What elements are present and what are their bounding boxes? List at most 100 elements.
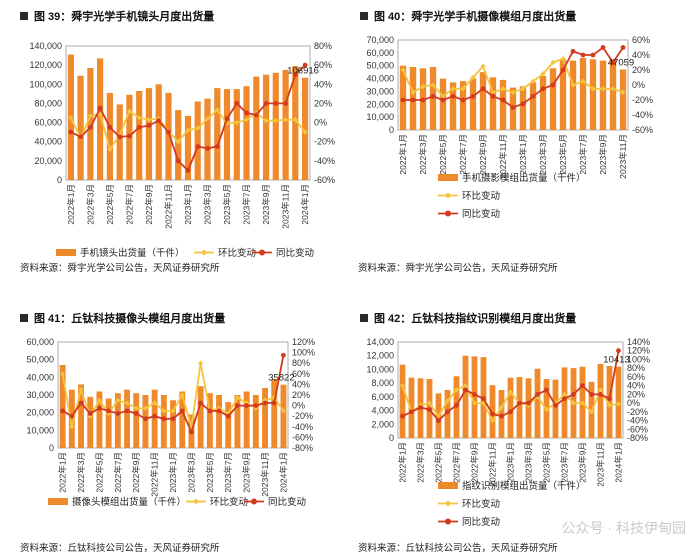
x-tick-label: 2022年7月 xyxy=(124,184,134,225)
mom-point xyxy=(96,397,102,403)
y-left-tick-label: 50,000 xyxy=(366,61,394,71)
yoy-point xyxy=(244,403,250,408)
x-tick-label: 2023年11月 xyxy=(618,134,628,179)
data-bar xyxy=(525,378,532,438)
data-bar xyxy=(133,393,140,448)
mom-point xyxy=(480,63,486,69)
yoy-point xyxy=(472,392,477,397)
title-marker-icon xyxy=(20,314,28,322)
yoy-point xyxy=(620,45,626,50)
data-bar xyxy=(184,115,192,180)
x-tick-label: 2022年9月 xyxy=(470,442,480,483)
data-bar xyxy=(579,58,587,130)
legend-swatch-bar xyxy=(56,249,76,256)
data-bar xyxy=(292,66,299,180)
yoy-point xyxy=(253,112,259,118)
x-tick-label: 2022年1月 xyxy=(58,452,68,493)
yoy-point xyxy=(143,416,148,422)
data-bar xyxy=(160,395,167,448)
legend-marker xyxy=(201,249,207,256)
source-note: 资料来源：舜宇光学公司公告，天风证券研究所 xyxy=(20,263,220,274)
x-tick-label: 2022年1月 xyxy=(398,134,408,175)
data-bar xyxy=(272,72,279,180)
yoy-point xyxy=(418,405,423,410)
yoy-point xyxy=(205,146,210,151)
yoy-point xyxy=(616,348,621,354)
yoy-point xyxy=(570,48,576,54)
data-bar xyxy=(151,389,158,448)
y-right-tick-label: 0% xyxy=(632,80,645,90)
chart-svg: 0 10,000 20,000 30,000 40,000 50,000 60,000 -80… xyxy=(26,337,315,508)
y-right-tick-label: -20% xyxy=(314,137,335,147)
chart-title-text: 图 42：丘钛科技指纹识别模组月度出货量 xyxy=(374,313,577,325)
last-value-label: 10413 xyxy=(603,355,629,366)
yoy-point xyxy=(420,97,426,103)
mom-point xyxy=(588,409,595,415)
x-tick-label: 2024年1月 xyxy=(278,452,288,493)
data-bar xyxy=(233,89,240,180)
yoy-point xyxy=(97,105,103,111)
y-right-tick-label: 40% xyxy=(627,381,645,391)
legend-label: 环比变动 xyxy=(218,247,256,259)
legend-label: 环比变动 xyxy=(462,190,500,202)
y-right-tick-label: 60% xyxy=(292,369,310,379)
x-tick-label: 2023年9月 xyxy=(578,442,588,483)
data-bar xyxy=(599,60,607,130)
mom-point xyxy=(420,83,426,90)
yoy-point xyxy=(410,97,416,103)
mom-point xyxy=(214,107,220,113)
yoy-point xyxy=(540,86,546,92)
mom-point xyxy=(570,82,576,88)
legend-label: 环比变动 xyxy=(462,498,500,510)
mom-point xyxy=(600,86,606,92)
data-bar xyxy=(175,110,182,180)
y-right-tick-label: -60% xyxy=(314,175,335,185)
x-tick-label: 2023年9月 xyxy=(242,452,252,493)
x-tick-label: 2022年7月 xyxy=(458,134,468,175)
legend-marker xyxy=(445,210,451,217)
legend-swatch-bar xyxy=(48,498,68,505)
x-tick-label: 2023年5月 xyxy=(205,452,215,493)
y-right-tick-label: -80% xyxy=(627,433,648,443)
yoy-point xyxy=(427,407,432,412)
mom-point xyxy=(490,89,496,96)
yoy-point xyxy=(207,408,213,414)
mom-point xyxy=(179,392,185,398)
mom-point xyxy=(450,86,456,92)
data-bar xyxy=(499,79,507,130)
yoy-point xyxy=(133,411,139,416)
mom-point xyxy=(302,129,308,135)
yoy-point xyxy=(175,158,181,164)
legend-marker xyxy=(445,192,451,199)
yoy-point xyxy=(189,429,194,435)
mom-point xyxy=(136,115,142,121)
yoy-point xyxy=(607,396,612,402)
y-right-tick-label: -40% xyxy=(627,416,648,426)
data-bar xyxy=(59,365,66,448)
y-left-tick-label: 0 xyxy=(389,125,394,135)
yoy-point xyxy=(436,418,441,423)
data-bar xyxy=(216,395,222,448)
data-bar xyxy=(145,88,152,180)
yoy-point xyxy=(224,116,230,122)
yoy-point xyxy=(550,82,556,88)
title-marker-icon xyxy=(360,314,368,322)
data-bar xyxy=(142,395,149,448)
y-left-tick-label: 60,000 xyxy=(34,118,62,128)
legend-swatch-bar xyxy=(438,482,458,489)
mom-point xyxy=(426,400,433,406)
yoy-point xyxy=(598,392,603,397)
mom-point xyxy=(273,118,279,124)
yoy-point xyxy=(161,416,167,422)
y-left-tick-label: 20,000 xyxy=(26,408,54,418)
y-right-tick-label: 0% xyxy=(314,118,327,128)
mom-point xyxy=(440,93,446,99)
y-right-tick-label: 120% xyxy=(292,337,315,347)
y-left-tick-label: 10,000 xyxy=(26,425,54,435)
mom-point xyxy=(195,125,201,131)
yoy-point xyxy=(216,408,222,414)
yoy-point xyxy=(136,125,142,130)
data-bar xyxy=(234,395,241,448)
yoy-point xyxy=(445,409,450,415)
